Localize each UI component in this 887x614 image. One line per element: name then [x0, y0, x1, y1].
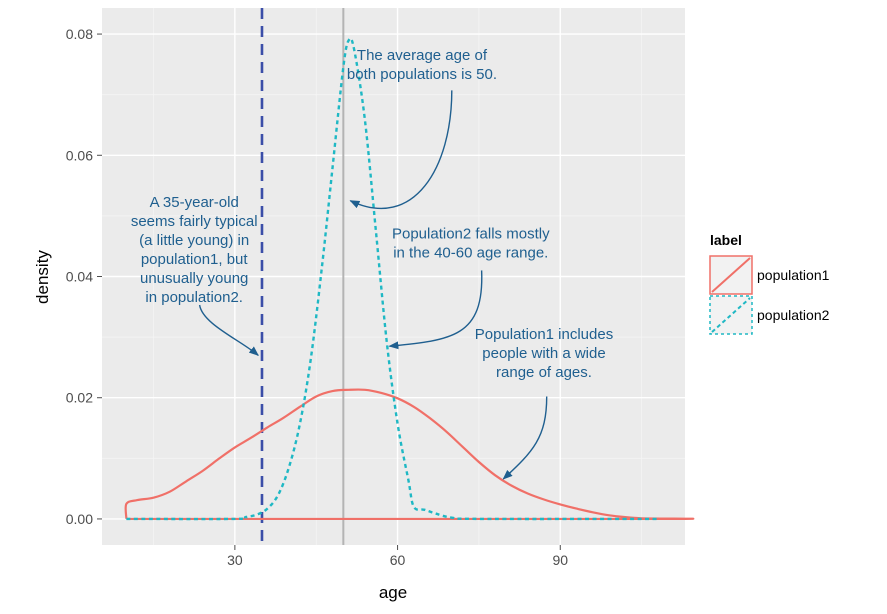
y-tick-label: 0.06	[66, 147, 93, 163]
annotation-2-line: (a little young) in	[139, 232, 249, 249]
annotation-2-line: in population2.	[145, 289, 243, 306]
y-tick-label: 0.00	[66, 511, 93, 527]
x-tick-label: 60	[390, 552, 406, 568]
annotation-2-line: population1, but	[141, 251, 249, 268]
annotation-2-arrow	[198, 304, 259, 356]
annotation-2-line: unusually young	[140, 270, 248, 287]
annotation-1-line: both populations is 50.	[347, 66, 497, 83]
annotation-1-arrow	[349, 90, 453, 209]
annotation-3-arrow	[388, 270, 483, 350]
population1-legend-label: population1	[757, 267, 830, 283]
major-gridlines	[102, 8, 685, 545]
y-tick-label: 0.02	[66, 390, 93, 406]
annotations: The average age of both populations is 50…	[131, 47, 613, 480]
population2-legend-label: population2	[757, 307, 830, 323]
annotation-4-line: Population1 includes	[475, 326, 613, 343]
annotation-1-line: The average age of	[357, 47, 488, 64]
annotation-2-line: seems fairly typical	[131, 213, 258, 230]
x-tick-label: 90	[552, 552, 568, 568]
annotation-3-line: Population2 falls mostly	[392, 225, 550, 242]
x-tick-label: 30	[227, 552, 243, 568]
population2-density-line	[126, 37, 658, 521]
population1-legend-swatch-line	[711, 257, 751, 293]
x-axis-title: age	[379, 583, 407, 602]
population2-legend-swatch-line	[711, 297, 751, 333]
legend: label population1 population2	[709, 232, 830, 335]
annotation-2-line: A 35-year-old	[150, 194, 239, 211]
y-tick-label: 0.08	[66, 26, 93, 42]
y-tick-label: 0.04	[66, 269, 93, 285]
axes: 30 60 90 0.00 0.02 0.04 0.06 0.08	[66, 26, 569, 568]
population1-density-line	[124, 388, 695, 521]
legend-title: label	[710, 232, 742, 248]
reference-lines	[260, 8, 345, 545]
annotation-4-line: people with a wide	[482, 345, 605, 362]
annotation-4-line: range of ages.	[496, 364, 592, 381]
y-axis-title: density	[33, 250, 52, 304]
density-series	[124, 37, 695, 521]
annotation-3-line: in the 40-60 age range.	[393, 244, 548, 261]
annotation-4-arrow	[502, 396, 548, 480]
